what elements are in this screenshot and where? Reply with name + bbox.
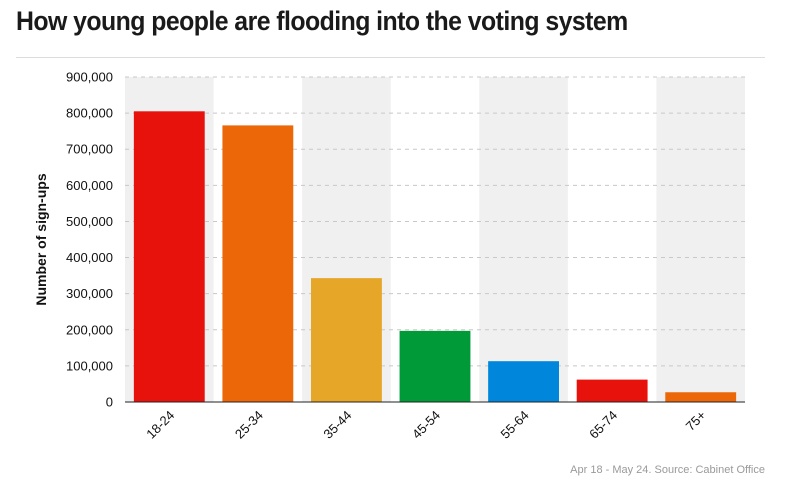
source-note: Apr 18 - May 24. Source: Cabinet Office: [570, 464, 765, 476]
y-axis-label: Number of sign-ups: [33, 173, 49, 305]
y-tick-label: 600,000: [66, 178, 113, 193]
y-tick-label: 800,000: [66, 106, 113, 121]
y-tick-label: 900,000: [66, 70, 113, 85]
y-tick-label: 700,000: [66, 142, 113, 157]
y-tick-label: 300,000: [66, 286, 113, 301]
bar-55-64: [488, 361, 559, 402]
gridlines: [125, 76, 745, 367]
x-tick-label: 55-64: [498, 408, 532, 442]
y-tick-labels: 0 100,000 200,000 300,000 400,000 500,000 600,…: [66, 70, 113, 410]
bar-65-74: [576, 379, 648, 402]
x-tick-label: 65-74: [586, 408, 620, 442]
x-tick-label: 25-34: [232, 408, 266, 442]
x-tick-labels: 18-24 25-34 35-44 45-54 55-64 65-74 75+: [143, 408, 709, 442]
x-tick-label: 75+: [683, 408, 709, 434]
chart-title: How young people are flooding into the v…: [16, 6, 628, 36]
y-tick-label: 0: [106, 395, 113, 410]
category-band: [479, 77, 568, 402]
y-tick-label: 500,000: [66, 214, 113, 229]
bar-35-44: [311, 278, 382, 402]
bars: [133, 111, 737, 403]
category-band: [656, 77, 745, 402]
x-tick-label: 35-44: [320, 408, 354, 442]
x-tick-label: 45-54: [409, 408, 443, 442]
bar-45-54: [399, 330, 471, 402]
y-tick-label: 400,000: [66, 250, 113, 265]
y-tick-label: 100,000: [66, 358, 113, 373]
bar-18-24: [133, 111, 205, 403]
y-tick-label: 200,000: [66, 322, 113, 337]
x-tick-label: 18-24: [143, 408, 177, 442]
title-divider: [16, 57, 765, 58]
bar-25-34: [222, 125, 294, 402]
bar-75+: [665, 392, 737, 402]
